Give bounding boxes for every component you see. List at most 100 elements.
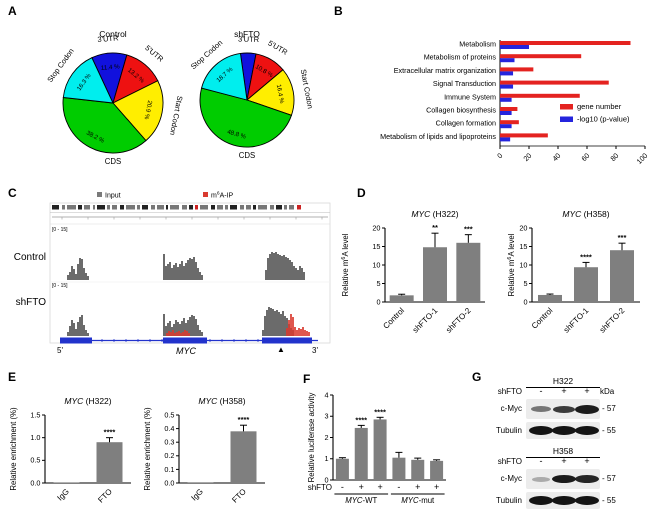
pvalue-bar <box>500 137 511 142</box>
track-name: Control <box>14 252 46 263</box>
coverage-peak <box>282 311 284 336</box>
y-tick-label: 1.0 <box>30 433 40 442</box>
western-blot-panel: H322 shFTO - + + kDa c-Myc - 57 Tubulin - 55 H358 s… <box>488 372 650 510</box>
ideogram-band <box>211 205 215 210</box>
browser-legend-swatch <box>203 192 208 197</box>
protein-band <box>532 476 550 482</box>
ideogram-band <box>142 205 148 210</box>
ideogram-band <box>195 205 198 210</box>
coverage-peak <box>81 315 83 336</box>
bar <box>354 427 368 480</box>
ideogram-band <box>230 205 237 210</box>
coverage-peak <box>69 326 71 336</box>
coverage-peak <box>268 307 270 336</box>
m6a-ip-peak <box>298 328 300 336</box>
significance-marker: **** <box>580 252 592 261</box>
ideogram-band <box>200 205 208 210</box>
lane-symbol: - <box>539 386 543 396</box>
coverage-peak <box>81 259 83 280</box>
coverage-peak <box>177 267 179 280</box>
m6a-ip-peak <box>184 330 186 336</box>
chart-title: MYC (H322) <box>64 396 111 406</box>
coverage-peak <box>281 256 283 280</box>
coverage-peak <box>278 312 280 336</box>
m6a-ip-peak <box>306 331 308 336</box>
coverage-peak <box>163 314 165 336</box>
chart-pathway-bars: Metabolism Metabolism of proteins Extracel… <box>380 40 649 166</box>
coverage-peak <box>83 268 85 280</box>
ideogram-band <box>189 205 193 210</box>
m6a-ip-peak <box>290 314 292 336</box>
m6a-ip-peak <box>288 320 290 336</box>
y-axis-label: Relative m6A level <box>507 233 516 296</box>
legend-label: gene number <box>577 102 622 111</box>
protein-band <box>529 496 553 505</box>
x-category-label: Control <box>530 306 555 331</box>
x-category-label: shFTO-1 <box>411 306 440 335</box>
gene-name: MYC <box>176 346 197 356</box>
m6a-ip-peak <box>186 331 188 336</box>
panel-label-a: A <box>8 4 17 18</box>
pie-slice <box>199 87 293 148</box>
y-tick-label: 20 <box>372 223 380 232</box>
m6a-ip-peak <box>294 327 296 336</box>
ideogram-band <box>120 205 124 210</box>
panel-label-e: E <box>8 370 17 384</box>
gene-number-bar <box>500 93 580 98</box>
coverage-peak <box>185 323 187 336</box>
coverage-peak <box>295 268 297 280</box>
gene-number-bar <box>500 107 518 111</box>
category-label: Signal Transduction <box>433 79 496 88</box>
cell-line-label: H322 <box>526 376 600 388</box>
protein-band <box>552 496 576 505</box>
bar <box>373 419 387 480</box>
slice-percent: 16.4 % <box>275 84 285 105</box>
gene-exon <box>60 337 92 344</box>
ideogram-band <box>84 205 90 210</box>
coverage-peak <box>177 322 179 336</box>
y-tick-label: 0.0 <box>164 478 174 487</box>
x-category-label: shFTO-2 <box>444 306 473 335</box>
coverage-peak <box>199 330 201 336</box>
chart-title: MYC (H358) <box>198 396 245 406</box>
coverage-peak <box>189 317 191 336</box>
blot-strip <box>526 399 600 419</box>
bar <box>187 482 214 483</box>
bar <box>538 294 562 302</box>
ideogram-band <box>62 205 65 210</box>
bar <box>230 431 257 483</box>
protein-label: Tubulin <box>496 425 522 435</box>
coverage-peak <box>187 320 189 336</box>
m6a-ip-peak <box>166 333 168 336</box>
coverage-peak <box>187 260 189 280</box>
lane-symbol: + <box>584 456 590 466</box>
treatment-symbol: + <box>377 482 382 492</box>
protein-label: Tubulin <box>496 495 522 505</box>
bar <box>335 458 349 480</box>
ideogram-band <box>166 205 168 210</box>
pvalue-bar <box>500 84 514 89</box>
slice-percent: 20.9 % <box>142 100 153 121</box>
y-tick-label: 10 <box>519 260 527 269</box>
bar <box>411 459 425 480</box>
category-label: Metabolism <box>459 40 496 49</box>
y-tick-label: 4 <box>324 390 328 399</box>
coverage-peak <box>274 311 276 336</box>
gene-number-bar <box>500 54 582 59</box>
y-tick-label: 0 <box>376 297 380 306</box>
y-tick-label: 0 <box>324 475 328 484</box>
legend-swatch <box>560 104 573 110</box>
pie-slice <box>200 52 248 101</box>
significance-marker: *** <box>464 225 473 234</box>
coverage-peak <box>189 258 191 280</box>
slice-label: Start Codon <box>168 95 185 136</box>
ideogram-band <box>258 205 267 210</box>
m6a-ip-peak <box>178 331 180 336</box>
treatment-symbol: - <box>341 482 344 492</box>
coverage-peak <box>77 264 79 280</box>
browser-legend-label: m6A-IP <box>211 191 234 200</box>
pvalue-bar <box>500 45 529 49</box>
y-tick-label: 5 <box>376 279 380 288</box>
